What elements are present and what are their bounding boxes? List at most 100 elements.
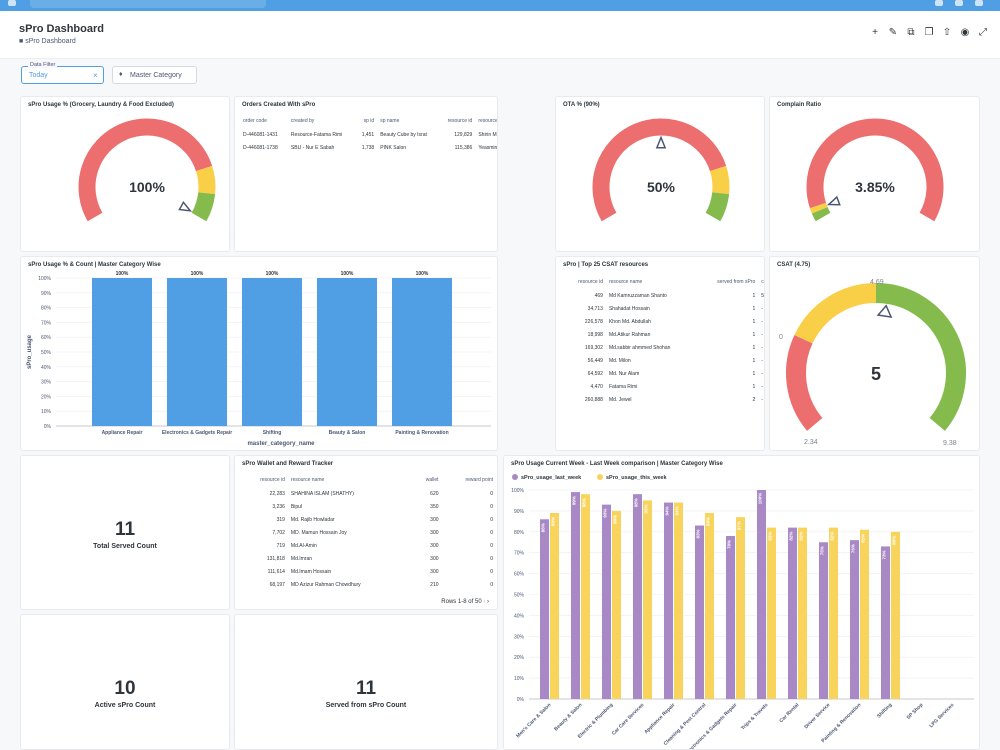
- total-served-value[interactable]: 11: [114, 519, 136, 540]
- duplicate-icon[interactable]: ❐: [924, 27, 934, 38]
- gauge-value: 3.85%: [855, 179, 895, 195]
- fullscreen-icon[interactable]: ⤢: [979, 27, 987, 38]
- bar: [726, 535, 735, 699]
- legend-label: sPro_usage_this_week: [606, 475, 667, 481]
- dashboard-header: sPro Dashboard ■ sPro Dashboard + ✎ ⧉ ❐ …: [0, 11, 1000, 59]
- col-resource-id[interactable]: resource id: [447, 118, 473, 124]
- col-csat[interactable]: csat: [761, 279, 764, 285]
- table-row[interactable]: D-446081-1431 Resource-Fatama Rimi 1,451 Be…: [240, 128, 497, 141]
- table-row[interactable]: 7,702 MD. Mamun Hossain Joy 300 0: [238, 526, 496, 539]
- gauge-needle: [876, 304, 893, 318]
- bar: [633, 494, 642, 699]
- next-page-icon[interactable]: ›: [487, 599, 489, 605]
- col-resource-name[interactable]: resource name: [608, 279, 643, 285]
- x-tick-label: Shifting: [263, 430, 282, 436]
- pagination: Rows 1-8 of 50 ‹ ›: [441, 599, 489, 605]
- active-spro-value[interactable]: 10: [114, 678, 136, 699]
- table-row[interactable]: 226,578 Khon Md. Abdullah 1-: [564, 315, 764, 328]
- table-cell: 300: [430, 568, 439, 575]
- bar-data-label: 83%: [696, 530, 701, 539]
- bar: [674, 502, 683, 699]
- info-icon[interactable]: ◉: [960, 27, 970, 38]
- bar-data-label: 100%: [266, 271, 279, 277]
- orders-table: order code created by sp id sp name reso…: [240, 114, 498, 154]
- clear-filter-icon[interactable]: ×: [93, 71, 98, 80]
- share-icon[interactable]: ⇧: [942, 27, 952, 38]
- csat-table-card: sPro | Top 25 CSAT resources resource id…: [555, 256, 765, 451]
- table-cell: 620: [430, 490, 439, 497]
- settings-icon[interactable]: [935, 0, 943, 6]
- add-icon[interactable]: +: [872, 27, 878, 38]
- table-row[interactable]: 111,614 Md.Imam Hossain 300 0: [238, 565, 496, 578]
- profile-icon[interactable]: [975, 0, 983, 6]
- col-sp-id[interactable]: sp id: [363, 118, 375, 124]
- revision-history-icon[interactable]: ⧉: [907, 27, 915, 38]
- wallet-header-row: resource id resource name wallet reward …: [238, 473, 496, 487]
- table-cell: 1,738: [361, 144, 375, 151]
- activity-icon[interactable]: [955, 0, 963, 6]
- edit-icon[interactable]: ✎: [888, 27, 898, 38]
- col-resource-id[interactable]: resource id: [260, 477, 285, 483]
- master-category-filter[interactable]: ♦ Master Category: [112, 66, 197, 84]
- menu-icon[interactable]: [8, 0, 16, 6]
- table-cell: MD Azizur Rahman Chowdhury: [290, 581, 361, 588]
- date-filter[interactable]: Data Filter Today ×: [21, 62, 104, 84]
- bar-data-label: 99%: [572, 496, 577, 505]
- bar: [798, 527, 807, 699]
- y-tick-label: 10%: [514, 676, 525, 682]
- table-cell: -: [761, 305, 763, 312]
- table-row[interactable]: 719 Md.Al-Amin 300 0: [238, 539, 496, 552]
- table-row[interactable]: 319 Md. Rajib Howladar 300 0: [238, 513, 496, 526]
- table-cell: 64,592: [587, 370, 603, 377]
- prev-page-icon[interactable]: ‹: [483, 599, 486, 605]
- col-resource-id[interactable]: resource id: [578, 279, 603, 285]
- table-cell: 34,713: [587, 305, 603, 312]
- bar-data-label: 82%: [768, 532, 773, 541]
- gauge-segment-1: [195, 165, 216, 195]
- served-from-spro-value[interactable]: 11: [355, 678, 377, 699]
- master-category-filter-label: Master Category: [130, 72, 182, 79]
- col-wallet[interactable]: wallet: [425, 477, 439, 483]
- table-cell: 115,386: [454, 144, 473, 151]
- breadcrumb[interactable]: ■ sPro Dashboard: [19, 38, 76, 45]
- col-created-by[interactable]: created by: [290, 118, 315, 124]
- table-row[interactable]: 22,283 SHAHINA ISLAM (SHATHY) 620 0: [238, 487, 496, 500]
- table-row[interactable]: D-446081-1738 SBU - Nur E Sabah 1,738 PINK …: [240, 141, 497, 154]
- col-sp-name[interactable]: sp name: [380, 118, 400, 124]
- pagination-label: Rows 1-8 of 50: [441, 599, 482, 605]
- global-search-bar[interactable]: [30, 0, 266, 8]
- table-row[interactable]: 169,302 Md.sabbir ahmmed Shohan 1-: [564, 341, 764, 354]
- col-served-from-spro[interactable]: served from sPro: [717, 279, 756, 285]
- col-resource[interactable]: resource: [478, 118, 498, 124]
- table-row[interactable]: 34,713 Shahadat Hossain 1-: [564, 302, 764, 315]
- table-cell: 0: [490, 568, 493, 575]
- table-row[interactable]: 64,592 Md. Nur Alam 1-: [564, 367, 764, 380]
- col-resource-name[interactable]: resource name: [290, 477, 325, 483]
- bar: [602, 504, 611, 699]
- col-reward-point[interactable]: reward point: [465, 477, 493, 483]
- table-cell: 210: [430, 581, 439, 588]
- table-row[interactable]: 260,888 Md. Jewel 2-: [564, 393, 764, 406]
- table-row[interactable]: 4,470 Fatama Rimi 1-: [564, 380, 764, 393]
- bar: [891, 531, 900, 699]
- col-order-code[interactable]: order code: [243, 118, 267, 124]
- x-tick-label: Shifting: [876, 702, 893, 719]
- csat-table-title: sPro | Top 25 CSAT resources: [563, 262, 649, 268]
- active-spro-label: Active sPro Count: [94, 702, 156, 709]
- table-row[interactable]: 3,236 Bipul 350 0: [238, 500, 496, 513]
- table-row[interactable]: 131,818 Md.Imran 300 0: [238, 552, 496, 565]
- table-row[interactable]: 469 Md Kamruzzaman Shanto 1 5: [564, 289, 764, 302]
- x-tick-label: Electric & Plumbing: [577, 702, 615, 740]
- y-tick-label: 20%: [514, 655, 525, 661]
- x-tick-label: Electronics & Gadgets Repair: [162, 430, 232, 436]
- table-row[interactable]: 56,449 Md. Milon 1-: [564, 354, 764, 367]
- table-cell: 1: [752, 331, 756, 338]
- bar: [643, 500, 652, 699]
- bar-data-label: 75%: [820, 546, 825, 555]
- table-cell: Md. Rajib Howladar: [290, 516, 335, 523]
- table-row[interactable]: 18,998 Md.Atikur Rahman 1-: [564, 328, 764, 341]
- gauge-segment-1: [709, 165, 730, 195]
- y-tick-label: 0%: [517, 697, 525, 703]
- table-row[interactable]: 68,197 MD Azizur Rahman Chowdhury 210 0: [238, 578, 496, 591]
- csat-header-row: resource id resource name served from sP…: [564, 275, 764, 289]
